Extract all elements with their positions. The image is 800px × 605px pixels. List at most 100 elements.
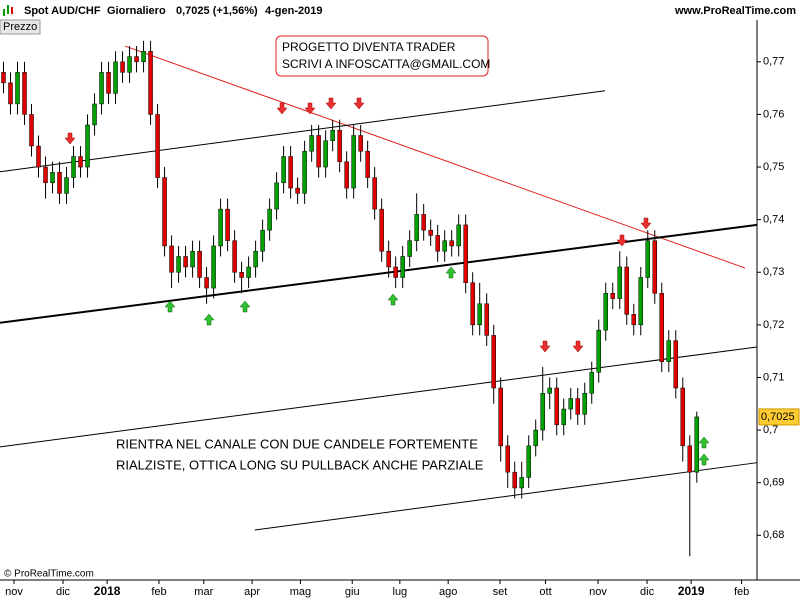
candle-body (526, 445, 531, 478)
candle-body (687, 445, 693, 473)
candle-body (50, 172, 55, 184)
x-tick-label: dic (56, 586, 71, 598)
candle-body (155, 114, 160, 178)
candle-body (239, 272, 244, 278)
sell-arrow (539, 340, 551, 353)
info-box (275, 35, 489, 77)
candle-body (512, 471, 517, 489)
candle-body (225, 208, 230, 241)
candle-body (638, 277, 644, 326)
x-tick-label: ott (539, 586, 551, 598)
last-price-badge (758, 408, 800, 426)
candle-body (295, 187, 300, 194)
candle-body (645, 240, 651, 278)
candle-body (666, 340, 672, 362)
candle-body (442, 240, 447, 252)
candle-body (281, 156, 286, 184)
info-line: PROGETTO DIVENTA TRADER (282, 40, 456, 54)
candle-body (253, 250, 258, 268)
trendline (0, 223, 758, 324)
candle-body (659, 293, 665, 362)
candle-body (190, 250, 195, 268)
x-tick-label: giu (345, 586, 360, 598)
candle-body (477, 303, 482, 326)
candle-body (582, 392, 587, 415)
y-tick-label: 0,75 (763, 161, 784, 173)
sell-arrow (353, 97, 365, 110)
candle-body (36, 145, 41, 168)
candle-body (540, 392, 545, 431)
buy-arrow (239, 300, 251, 313)
candle-body (610, 293, 615, 299)
sell-arrow (325, 97, 337, 110)
candle-body (316, 135, 321, 168)
candle-body (71, 156, 76, 178)
candle-body (673, 340, 679, 389)
candle-body (421, 214, 426, 231)
candle-body (386, 250, 391, 268)
candle-body (92, 103, 97, 126)
candle-body (547, 387, 552, 394)
candle-body (148, 51, 153, 115)
candle-body (533, 429, 538, 447)
candle-body (379, 208, 384, 252)
candle-body (470, 282, 475, 326)
date: 4-gen-2019 (265, 5, 322, 17)
sell-arrow (64, 132, 76, 145)
candle-body (449, 240, 454, 247)
candle-body (1, 72, 6, 84)
site: www.ProRealTime.com (674, 5, 796, 17)
candle-body (589, 371, 594, 394)
candle-body (288, 156, 293, 189)
candle-body (491, 335, 496, 389)
candle-body (407, 240, 412, 257)
candle-body (120, 61, 125, 73)
candle-body (484, 303, 489, 336)
header-bar (0, 0, 800, 20)
candle-body (64, 177, 69, 194)
candle-body (624, 266, 629, 315)
y-tick-label: 0,77 (763, 56, 784, 68)
candle-body (358, 135, 363, 152)
buy-arrow (698, 453, 710, 466)
trendline (124, 45, 746, 269)
candle-body (204, 277, 209, 289)
sell-arrow (276, 102, 288, 115)
candle-body (309, 135, 314, 152)
candle-body (22, 72, 27, 115)
instrument: Spot AUD/CHF (24, 5, 101, 17)
candle-body (568, 398, 573, 410)
candle-body (414, 214, 419, 241)
x-tick-label: set (493, 586, 508, 598)
candle-body (43, 166, 48, 184)
header-icon (3, 5, 13, 16)
candle-body (113, 61, 118, 94)
x-tick-label: feb (151, 586, 166, 598)
candle-body (302, 151, 307, 194)
candle-body (330, 129, 335, 141)
candle-body (260, 229, 265, 252)
candle-body (351, 135, 356, 189)
panel-tab[interactable] (0, 19, 41, 35)
copyright: © ProRealTime.com (4, 569, 94, 580)
trendline (0, 90, 606, 173)
x-tick-label: 2018 (94, 584, 121, 598)
candle-body (337, 129, 342, 163)
buy-arrow (387, 293, 399, 306)
candle-body (267, 208, 272, 231)
candle-body (631, 314, 637, 326)
candle-body (246, 266, 251, 278)
candle-body (554, 387, 559, 426)
x-tick-label: nov (589, 586, 607, 598)
candle-body (617, 266, 622, 299)
x-tick-label: dic (640, 586, 655, 598)
buy-arrow (203, 313, 215, 326)
y-tick-label: 0,72 (763, 319, 784, 331)
panel-label: Prezzo (3, 21, 37, 33)
buy-arrow (445, 266, 457, 279)
candle-body (561, 408, 566, 426)
candle-body (344, 161, 349, 189)
x-tick-label: apr (244, 586, 260, 598)
